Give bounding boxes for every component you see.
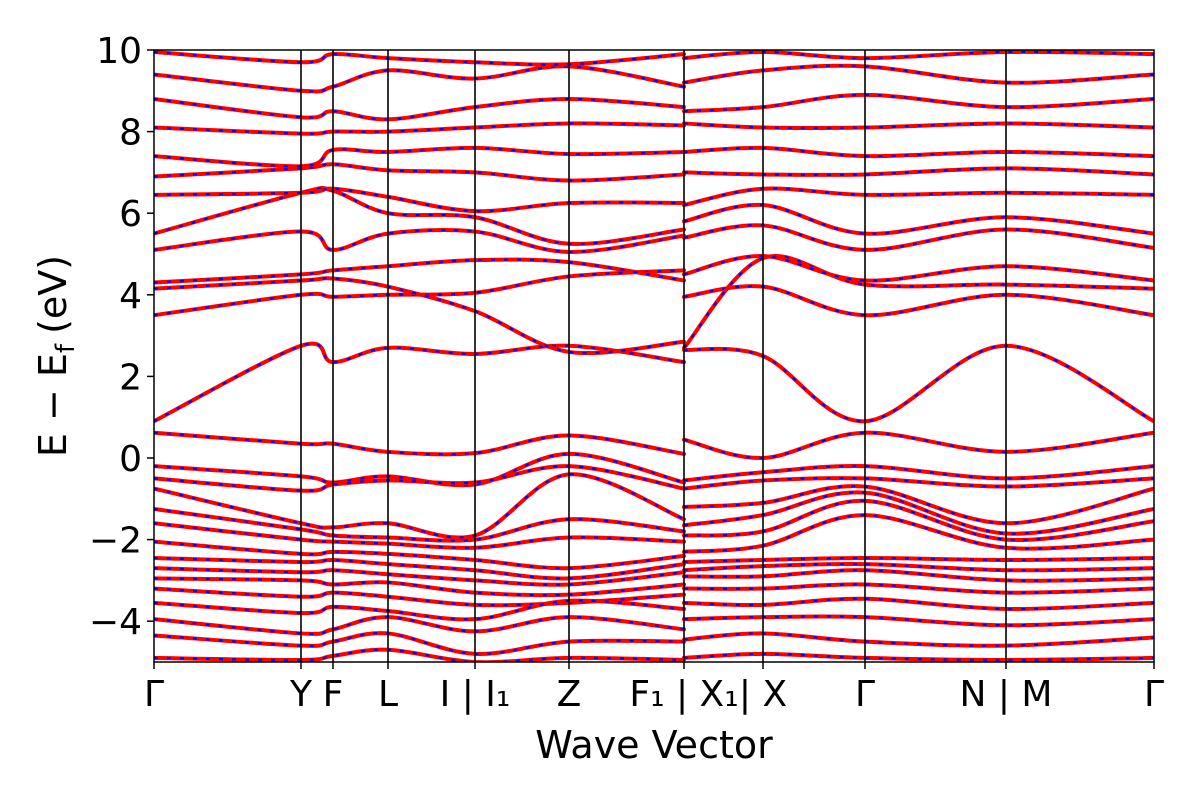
band-line-solid: [682, 92, 1154, 114]
band-line-solid: [682, 430, 1154, 461]
band-line-solid: [682, 223, 1154, 252]
band-line-dashed: [154, 632, 685, 655]
kpoint-label: F: [323, 674, 344, 715]
y-tick-label: 4: [119, 276, 142, 317]
kpoint-label: L: [378, 674, 398, 715]
band-line-dashed: [683, 64, 1154, 84]
kpoint-label: F₁ | X₁: [629, 674, 738, 715]
band-lines: [154, 50, 1154, 662]
band-line-dashed: [683, 122, 1154, 130]
y-tick-label: 2: [119, 357, 142, 398]
kpoint-label: Y: [289, 674, 313, 715]
y-tick-label: 0: [119, 439, 142, 480]
band-line-solid: [682, 343, 1154, 424]
y-axis-title-main: E − E: [31, 353, 75, 457]
band-line-dashed: [683, 285, 1154, 317]
band-line-solid: [154, 430, 686, 457]
band-line-solid: [154, 186, 686, 214]
band-line-solid: [682, 202, 1154, 236]
band-line-dashed: [683, 254, 1154, 282]
y-tick-label: −2: [89, 521, 142, 562]
band-line-dashed: [683, 583, 1154, 594]
kpoint-label: Γ: [144, 674, 164, 715]
band-line-dashed: [154, 431, 685, 456]
band-line-solid: [682, 63, 1154, 85]
y-axis-title-subscript: f: [51, 343, 81, 353]
plot-frame: [153, 49, 1155, 663]
band-line-dashed: [154, 452, 685, 487]
y-tick-label: 6: [119, 194, 142, 235]
band-line-dashed: [683, 652, 1154, 662]
band-line-solid: [154, 631, 686, 656]
band-line-solid: [154, 276, 686, 356]
y-axis-ticks: −4 −2 0 2 4 6 8 10: [89, 31, 154, 643]
y-axis-title-unit: (eV): [31, 255, 75, 334]
kpoint-label: Z: [557, 674, 582, 715]
band-line-dashed: [683, 431, 1154, 460]
band-line-dashed: [154, 277, 685, 355]
band-line-dashed: [683, 615, 1154, 627]
band-line-dashed: [683, 556, 1154, 564]
band-line-dashed: [683, 632, 1154, 647]
band-line-dashed: [683, 464, 1154, 482]
band-line-solid: [154, 521, 686, 550]
band-line-dashed: [683, 597, 1154, 611]
band-line-solid: [682, 254, 1154, 283]
kpoint-label: N | M: [959, 674, 1052, 715]
band-line-dashed: [683, 484, 1154, 525]
band-line-solid: [682, 476, 1154, 491]
band-line-dashed: [683, 167, 1154, 177]
band-line-solid: [682, 284, 1154, 318]
band-line-dashed: [154, 473, 685, 539]
band-line-dashed: [683, 499, 1154, 542]
band-line-dashed: [154, 65, 685, 93]
band-line-dashed: [683, 50, 1154, 60]
y-tick-label: 10: [96, 31, 142, 72]
band-line-solid: [154, 341, 686, 424]
band-line-dashed: [683, 146, 1154, 158]
band-line-dashed: [154, 342, 685, 423]
band-line-solid: [682, 568, 1154, 583]
kpoint-label: | X: [739, 674, 787, 715]
band-line-solid: [682, 596, 1154, 612]
band-line-solid: [682, 464, 1154, 483]
band-line-solid: [682, 186, 1154, 208]
band-line-dashed: [683, 476, 1154, 490]
band-line-dashed: [683, 569, 1154, 582]
y-tick-label: −4: [89, 602, 142, 643]
band-line-dashed: [683, 203, 1154, 235]
band-line-dashed: [683, 93, 1154, 113]
y-axis-title: E − Ef (eV): [31, 255, 81, 457]
band-line-solid: [682, 490, 1154, 536]
band-line-solid: [154, 121, 686, 136]
kpoint-label: I | I₁: [440, 674, 511, 715]
y-tick-label: 8: [119, 113, 142, 154]
band-line-dashed: [683, 344, 1154, 423]
kpoint-dividers: [300, 50, 1007, 662]
x-axis-title: Wave Vector: [535, 723, 773, 767]
kpoint-label: Γ: [1144, 674, 1164, 715]
band-line-dashed: [154, 186, 685, 246]
band-line-dashed: [683, 514, 1154, 553]
kpoint-label: Γ: [855, 674, 875, 715]
band-line-dashed: [683, 562, 1154, 572]
